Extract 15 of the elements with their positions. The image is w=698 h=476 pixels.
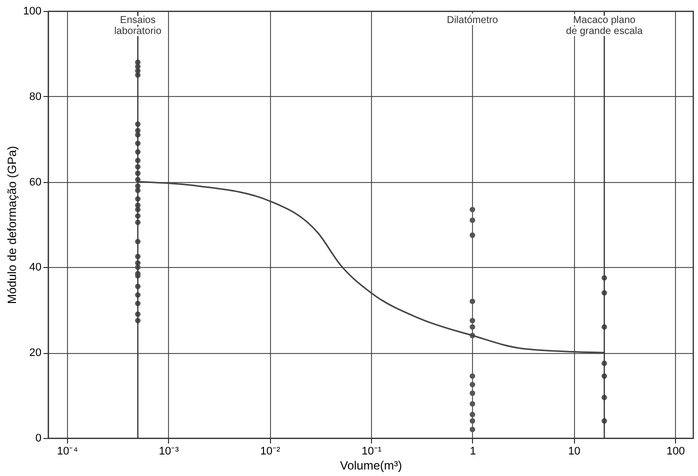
x-tick-label: 100 (666, 446, 685, 458)
y-tick-label: 40 (29, 262, 42, 274)
y-tick-label: 20 (29, 347, 42, 360)
x-axis-title: Volume(m³) (340, 458, 402, 472)
x-tick-label: 1 (470, 446, 476, 458)
x-tick-label: 10⁻¹ (362, 446, 382, 458)
y-tick-label: 60 (29, 176, 42, 188)
y-axis-title: Módulo de deformação (GPa) (5, 146, 20, 304)
x-tick-label: 10 (568, 446, 580, 458)
x-tick-label: 10⁻² (260, 446, 280, 458)
y-tick-label: 80 (29, 90, 42, 103)
x-tick-label: 10⁻³ (158, 446, 180, 458)
y-tick-label: 100 (23, 6, 42, 18)
x-tick-label: 10⁻⁴ (56, 446, 78, 458)
y-tick-label: 0 (35, 432, 42, 444)
